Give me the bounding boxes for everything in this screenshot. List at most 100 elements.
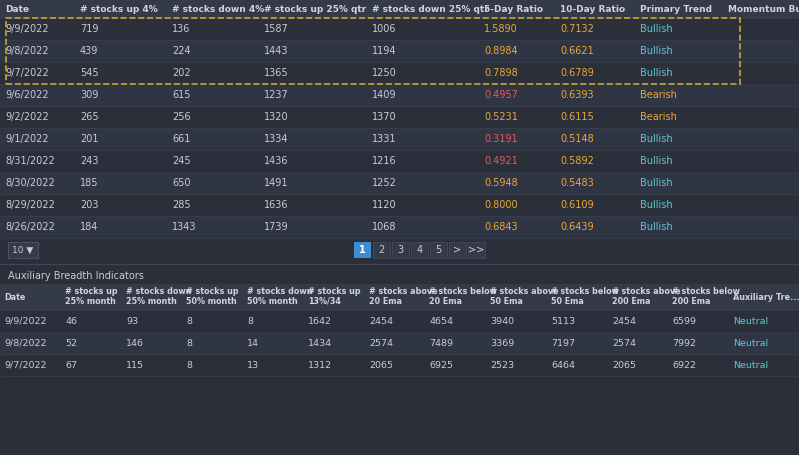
- Text: 8: 8: [186, 339, 192, 348]
- Text: Bullish: Bullish: [640, 178, 673, 188]
- Text: 1436: 1436: [264, 156, 288, 166]
- Text: Bullish: Bullish: [640, 46, 673, 56]
- Bar: [0, 172, 799, 194]
- Text: 1006: 1006: [372, 24, 396, 34]
- Text: 9/1/2022: 9/1/2022: [5, 134, 49, 144]
- Bar: [0, 62, 799, 84]
- Text: 185: 185: [80, 178, 98, 188]
- Text: 200 Ema: 200 Ema: [672, 297, 710, 305]
- Text: 9/9/2022: 9/9/2022: [4, 317, 46, 325]
- Text: 6599: 6599: [672, 317, 696, 325]
- Text: # stocks up 25% qtr: # stocks up 25% qtr: [264, 5, 366, 14]
- Text: 20 Ema: 20 Ema: [369, 297, 402, 305]
- Bar: [430, 242, 447, 258]
- Text: # stocks below: # stocks below: [551, 287, 619, 295]
- Text: 1120: 1120: [372, 200, 396, 210]
- Text: 9/6/2022: 9/6/2022: [5, 90, 49, 100]
- Text: Bullish: Bullish: [640, 68, 673, 78]
- Text: 6464: 6464: [551, 360, 575, 369]
- Bar: [411, 242, 428, 258]
- Text: # stocks up: # stocks up: [65, 287, 117, 295]
- Text: Bearish: Bearish: [640, 112, 677, 122]
- Text: Neutral: Neutral: [733, 317, 768, 325]
- Text: # stocks above: # stocks above: [369, 287, 438, 295]
- Text: 200 Ema: 200 Ema: [612, 297, 650, 305]
- Text: 1068: 1068: [372, 222, 396, 232]
- Bar: [354, 242, 371, 258]
- Text: 1252: 1252: [372, 178, 397, 188]
- Text: 2454: 2454: [612, 317, 636, 325]
- Text: Date: Date: [5, 5, 29, 14]
- Text: 0.5483: 0.5483: [560, 178, 594, 188]
- Text: 1642: 1642: [308, 317, 332, 325]
- Bar: [0, 310, 799, 332]
- Text: 136: 136: [172, 24, 190, 34]
- Text: 0.7898: 0.7898: [484, 68, 518, 78]
- Text: 0.3191: 0.3191: [484, 134, 518, 144]
- Text: 2523: 2523: [490, 360, 514, 369]
- Text: 46: 46: [65, 317, 77, 325]
- Text: 0.4921: 0.4921: [484, 156, 518, 166]
- Text: 285: 285: [172, 200, 191, 210]
- Bar: [0, 40, 799, 62]
- Text: 1334: 1334: [264, 134, 288, 144]
- Text: 1370: 1370: [372, 112, 396, 122]
- Bar: [0, 106, 799, 128]
- Text: 8/26/2022: 8/26/2022: [5, 222, 55, 232]
- Text: 13: 13: [247, 360, 259, 369]
- Bar: [0, 354, 799, 376]
- Text: 1491: 1491: [264, 178, 288, 188]
- Bar: [0, 194, 799, 216]
- Text: 14: 14: [247, 339, 259, 348]
- Text: Date: Date: [4, 293, 26, 302]
- Text: # stocks above: # stocks above: [612, 287, 681, 295]
- Text: # stocks up: # stocks up: [186, 287, 239, 295]
- Bar: [0, 216, 799, 238]
- Text: 2065: 2065: [369, 360, 393, 369]
- Text: 3: 3: [397, 245, 403, 255]
- Text: 8: 8: [186, 317, 192, 325]
- Text: Bullish: Bullish: [640, 24, 673, 34]
- Text: 309: 309: [80, 90, 98, 100]
- Text: 1443: 1443: [264, 46, 288, 56]
- Text: 8/29/2022: 8/29/2022: [5, 200, 55, 210]
- Bar: [0, 150, 799, 172]
- Text: 0.6621: 0.6621: [560, 46, 594, 56]
- Text: 67: 67: [65, 360, 77, 369]
- Text: 10 ▼: 10 ▼: [12, 246, 34, 254]
- Text: 1409: 1409: [372, 90, 396, 100]
- Text: 7992: 7992: [672, 339, 696, 348]
- Text: 0.6439: 0.6439: [560, 222, 594, 232]
- Text: 25% month: 25% month: [65, 297, 116, 305]
- Text: 203: 203: [80, 200, 98, 210]
- Text: Neutral: Neutral: [733, 339, 768, 348]
- Text: # stocks down: # stocks down: [247, 287, 312, 295]
- Text: # stocks up: # stocks up: [308, 287, 360, 295]
- Text: 6925: 6925: [429, 360, 453, 369]
- Text: 1.5890: 1.5890: [484, 24, 518, 34]
- Bar: [0, 0, 799, 18]
- Bar: [449, 242, 466, 258]
- Text: 9/2/2022: 9/2/2022: [5, 112, 49, 122]
- Text: 202: 202: [172, 68, 191, 78]
- Text: 2: 2: [379, 245, 384, 255]
- Text: 0.6789: 0.6789: [560, 68, 594, 78]
- Text: 439: 439: [80, 46, 98, 56]
- Text: 3369: 3369: [490, 339, 515, 348]
- Text: 10-Day Ratio: 10-Day Ratio: [560, 5, 625, 14]
- Text: 1312: 1312: [308, 360, 332, 369]
- Text: 1194: 1194: [372, 46, 396, 56]
- Text: # stocks below: # stocks below: [672, 287, 740, 295]
- Text: 2454: 2454: [369, 317, 393, 325]
- Text: 2574: 2574: [612, 339, 636, 348]
- Text: 0.5148: 0.5148: [560, 134, 594, 144]
- Text: 1365: 1365: [264, 68, 288, 78]
- Text: 6922: 6922: [672, 360, 696, 369]
- Text: 50 Ema: 50 Ema: [551, 297, 584, 305]
- Text: 50 Ema: 50 Ema: [490, 297, 523, 305]
- Text: 5: 5: [435, 245, 442, 255]
- Text: 1636: 1636: [264, 200, 288, 210]
- Text: 719: 719: [80, 24, 98, 34]
- Text: Bullish: Bullish: [640, 134, 673, 144]
- Text: 1343: 1343: [172, 222, 197, 232]
